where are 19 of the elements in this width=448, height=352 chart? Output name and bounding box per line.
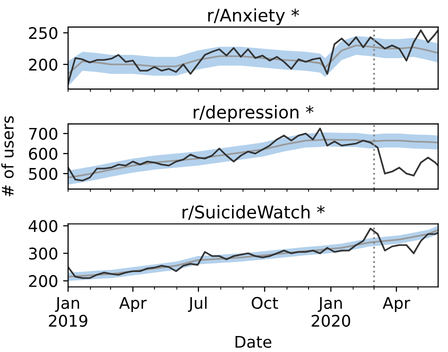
x-tick-label: Apr <box>382 297 410 312</box>
x-tick-label: Oct <box>252 296 278 309</box>
chart-title: r/Anxiety * <box>208 8 300 26</box>
y-tick-label: 250 <box>29 27 58 40</box>
y-axis-title: # of users <box>1 116 14 196</box>
y-tick-label: 600 <box>29 148 58 160</box>
x-tick-label: Jan 2019 <box>48 297 88 327</box>
x-axis-title: Date <box>236 336 272 348</box>
y-tick-label: 500 <box>29 168 58 180</box>
chart-title: r/depression * <box>194 105 314 122</box>
chart-title: r/SuicideWatch * <box>182 205 325 220</box>
y-tick-label: 300 <box>29 248 58 260</box>
x-tick-label: Apr <box>119 297 147 312</box>
x-tick-label: Jan 2020 <box>312 297 350 327</box>
y-tick-label: 400 <box>28 220 58 232</box>
y-tick-label: 700 <box>29 128 58 140</box>
y-tick-label: 200 <box>29 58 58 71</box>
x-tick-label: Jul <box>188 296 207 312</box>
y-tick-label: 200 <box>29 275 58 288</box>
